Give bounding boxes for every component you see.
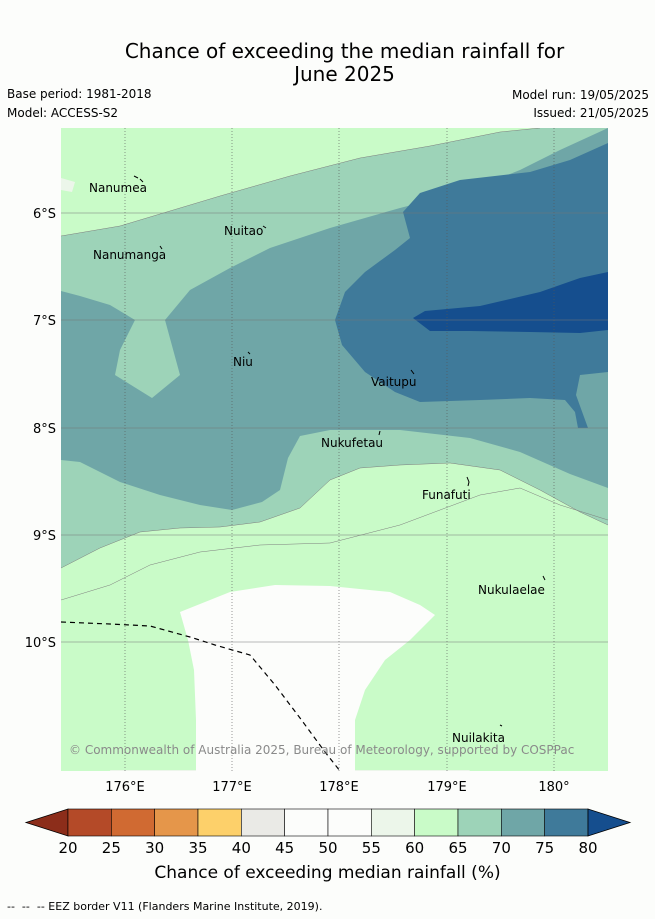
colorbar-segment [111,808,155,837]
map-panel [61,128,608,771]
colorbar-tick-label: 45 [275,839,294,857]
graticule [124,128,555,771]
issued-date: Issued: 21/05/2025 [533,106,649,120]
model-name: Model: ACCESS-S2 [7,106,119,120]
contour-60-65-sw [61,665,118,771]
colorbar-tick-label: 50 [318,839,337,857]
place-label-nukufetau: Nukufetau [321,436,383,450]
colorbar-extend-low [24,808,69,837]
eez-legend-note: -- -- -- EEZ border V11 (Flanders Marine… [7,900,323,913]
colorbar-title: Chance of exceeding median rainfall (%) [154,863,501,883]
colorbar-segment [371,808,415,837]
colorbar-segment [457,808,502,837]
eez-border [61,621,341,771]
colorbar-segment [241,808,285,837]
contour-60-65-se [448,690,608,771]
base-period: Base period: 1981-2018 [7,87,152,101]
title-line-2: June 2025 [294,62,395,86]
lon-labels: 176°E 177°E 178°E 179°E 180° [105,780,569,795]
colorbar-segment [67,808,112,837]
lat-label-6s: 6°S [33,207,56,222]
colorbar-extend-high [587,808,632,837]
colorbar-tick-label: 70 [492,839,511,857]
contour-over-80 [413,272,608,333]
colorbar-segment [197,808,242,837]
colorbar-segment [414,808,459,837]
copyright-text: © Commonwealth of Australia 2025, Bureau… [69,743,574,757]
colorbar-tick-label: 25 [102,839,121,857]
place-label-nuilakita: Nuilakita [452,731,505,745]
lat-labels: 6°S 7°S 8°S 9°S 10°S [25,207,56,651]
contour-55-60-nw [61,178,75,192]
title-line-1: Chance of exceeding the median rainfall … [124,39,565,63]
colorbar-tick-label: 55 [362,839,381,857]
place-label-vaitupu: Vaitupu [371,375,417,389]
lat-label-8s: 8°S [33,422,56,437]
place-label-nuitao: Nuitao [224,224,263,238]
graticule-lat [61,212,608,643]
colorbar-tick-label: 80 [578,839,597,857]
model-run: Model run: 19/05/2025 [511,88,649,102]
contour-lines [61,128,608,601]
colorbar-tick-label: 75 [535,839,554,857]
place-label-nukulaelae: Nukulaelae [478,583,545,597]
island-marks [133,175,546,727]
colorbar-tick-label: 65 [448,839,467,857]
lat-label-7s: 7°S [33,314,56,329]
colorbar-tick-label: 40 [232,839,251,857]
place-label-funafuti: Funafuti [422,488,471,502]
place-label-niu: Niu [233,355,253,369]
place-label-nanumea: Nanumea [89,181,147,195]
colorbar-tick-label: 35 [188,839,207,857]
lon-label-177e: 177°E [212,780,252,795]
colorbar-tick-label: 20 [58,839,77,857]
contour-50-55 [180,585,435,771]
colorbar-segment [154,808,199,837]
place-label-nanumanga: Nanumanga [93,248,166,262]
colorbar-segment [544,808,589,837]
contour-75-80 [335,143,608,428]
lon-label-179e: 179°E [427,780,467,795]
colorbar-segment [327,808,372,837]
place-labels: Nanumea Nuitao Nanumanga Niu Vaitupu Nuk… [89,181,545,745]
colorbar-tick-label: 60 [405,839,424,857]
lat-label-10s: 10°S [25,636,56,651]
lat-label-9s: 9°S [33,529,56,544]
lon-label-180: 180° [538,780,569,795]
colorbar: 20 25 30 35 40 45 50 55 60 65 70 75 80 [24,808,632,857]
lon-label-178e: 178°E [319,780,359,795]
colorbar-segment [501,808,545,837]
map-title: Chance of exceeding the median rainfall … [0,40,655,86]
lon-label-176e: 176°E [105,780,145,795]
colorbar-tick-label: 30 [145,839,164,857]
colorbar-segment [284,808,329,837]
